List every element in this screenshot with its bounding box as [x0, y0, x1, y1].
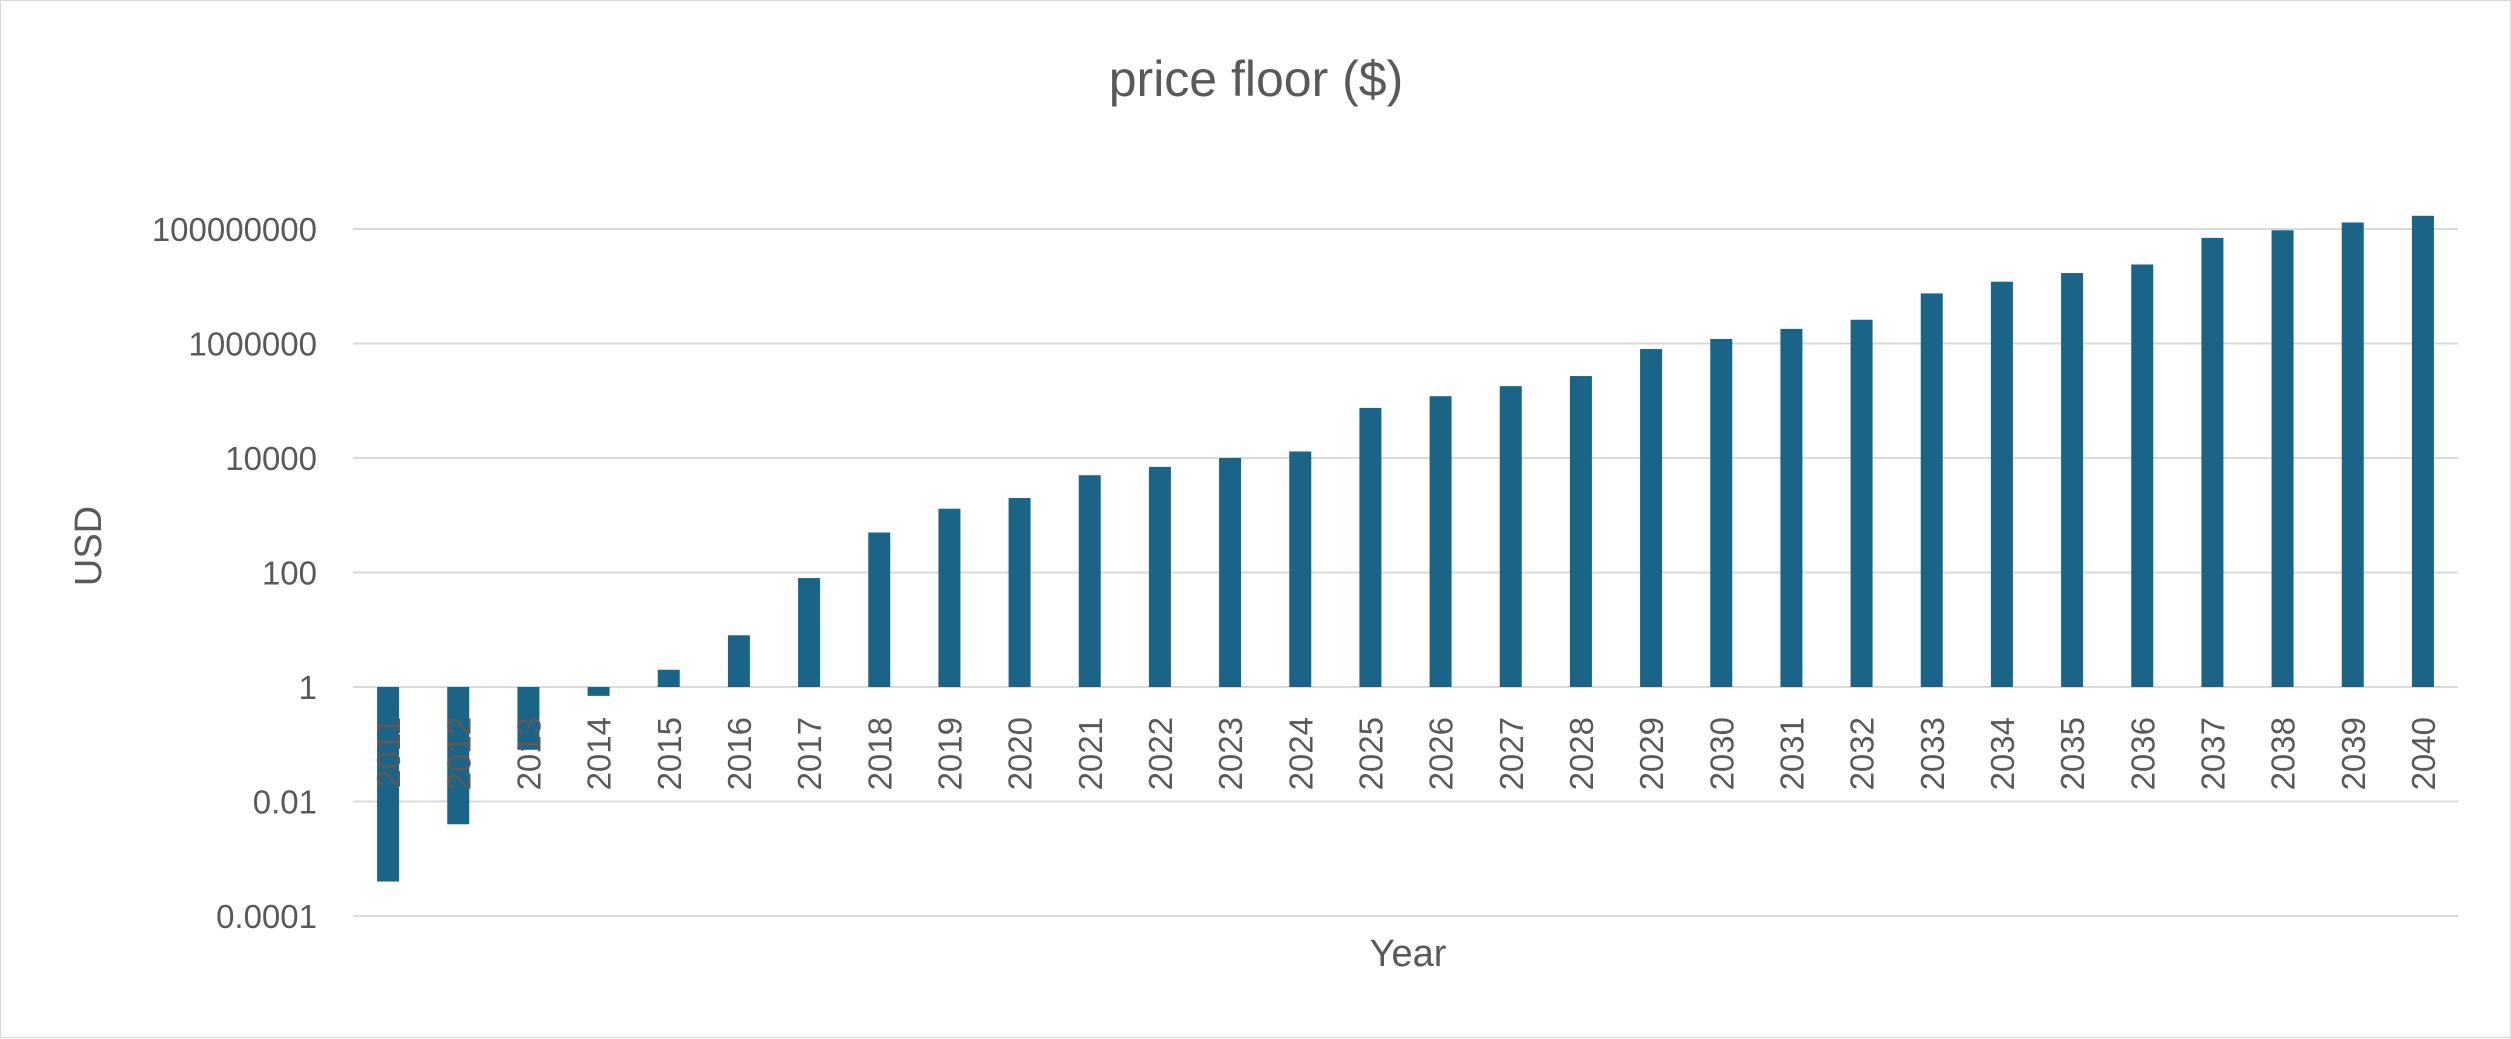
bar-2017	[798, 578, 821, 687]
bar-2026	[1429, 396, 1452, 687]
x-category-label: 2032	[1844, 717, 1881, 790]
bar-2031	[1780, 328, 1803, 687]
bar-2039	[2341, 222, 2364, 687]
x-axis-title: Year	[1370, 933, 1447, 975]
x-category-label: 2023	[1212, 717, 1249, 790]
x-category-label: 2039	[2335, 717, 2372, 790]
bar-2015	[657, 669, 680, 687]
x-category-label: 2025	[1352, 717, 1389, 790]
x-category-label: 2013	[510, 717, 547, 790]
bar-2024	[1289, 451, 1312, 687]
bar-2018	[868, 532, 891, 687]
x-category-label: 2038	[2265, 717, 2302, 790]
x-category-label: 2021	[1072, 717, 1109, 790]
x-category-label: 2017	[791, 717, 828, 790]
x-category-label: 2024	[1282, 717, 1319, 790]
bar-2038	[2271, 230, 2294, 687]
y-tick-label: 1	[299, 669, 317, 706]
bar-2033	[1920, 293, 1943, 687]
x-category-label: 2036	[2124, 717, 2161, 790]
bar-2030	[1710, 338, 1733, 687]
x-category-label: 2026	[1423, 717, 1460, 790]
bar-2023	[1219, 458, 1242, 687]
bar-2012	[447, 687, 470, 825]
x-category-label: 2040	[2405, 717, 2442, 790]
x-category-label: 2028	[1563, 717, 1600, 790]
x-category-label: 2012	[440, 717, 477, 790]
y-tick-label: 0.01	[253, 784, 317, 821]
x-category-label: 2029	[1633, 717, 1670, 790]
x-category-label: 2014	[581, 717, 618, 790]
y-tick-label: 10000	[225, 440, 317, 477]
x-category-label: 2037	[2194, 717, 2231, 790]
bar-2028	[1569, 376, 1592, 687]
x-category-label: 2019	[931, 717, 968, 790]
y-tick-label: 100000000	[152, 211, 317, 248]
y-tick-label: 100	[262, 555, 317, 592]
bar-2020	[1008, 498, 1031, 687]
bar-2011	[377, 687, 400, 882]
y-tick-label: 0.0001	[216, 898, 317, 935]
x-category-label: 2018	[861, 717, 898, 790]
bar-2029	[1640, 349, 1663, 687]
x-category-label: 2027	[1493, 717, 1530, 790]
x-category-label: 2016	[721, 717, 758, 790]
x-category-label: 2035	[2054, 717, 2091, 790]
x-category-label: 2022	[1142, 717, 1179, 790]
y-axis-ticks: 100000000 1000000 10000 100 1 0.01 0.0001	[152, 211, 317, 935]
y-tick-label: 1000000	[189, 326, 317, 363]
bar-2034	[1990, 281, 2013, 687]
bar-2014	[587, 687, 610, 696]
x-category-label: 2034	[1984, 717, 2021, 790]
x-category-label: 2030	[1703, 717, 1740, 790]
bar-2021	[1078, 475, 1101, 687]
bars	[377, 215, 2434, 882]
bar-2032	[1850, 319, 1873, 687]
bar-2040	[2411, 215, 2434, 687]
y-axis-title: USD	[68, 506, 110, 586]
bar-2025	[1359, 407, 1382, 687]
x-category-label: 2011	[370, 717, 407, 788]
x-category-label: 2031	[1773, 717, 1810, 790]
bar-2037	[2201, 237, 2224, 687]
bar-2019	[938, 508, 961, 687]
bar-2013	[517, 687, 540, 750]
bar-2027	[1499, 386, 1522, 687]
bar-2022	[1148, 466, 1171, 687]
bar-2036	[2131, 264, 2154, 687]
gridlines	[353, 228, 2458, 917]
bar-2016	[727, 635, 750, 687]
bar-2035	[2061, 273, 2084, 687]
x-category-label: 2015	[651, 717, 688, 790]
x-category-label: 2020	[1002, 717, 1039, 790]
x-axis-categories: 2011 2012 2013 2014 2015 2016 2017 2018 2019 2020…	[370, 717, 2442, 790]
chart-title: price floor ($)	[1109, 51, 1404, 107]
x-category-label: 2033	[1914, 717, 1951, 790]
